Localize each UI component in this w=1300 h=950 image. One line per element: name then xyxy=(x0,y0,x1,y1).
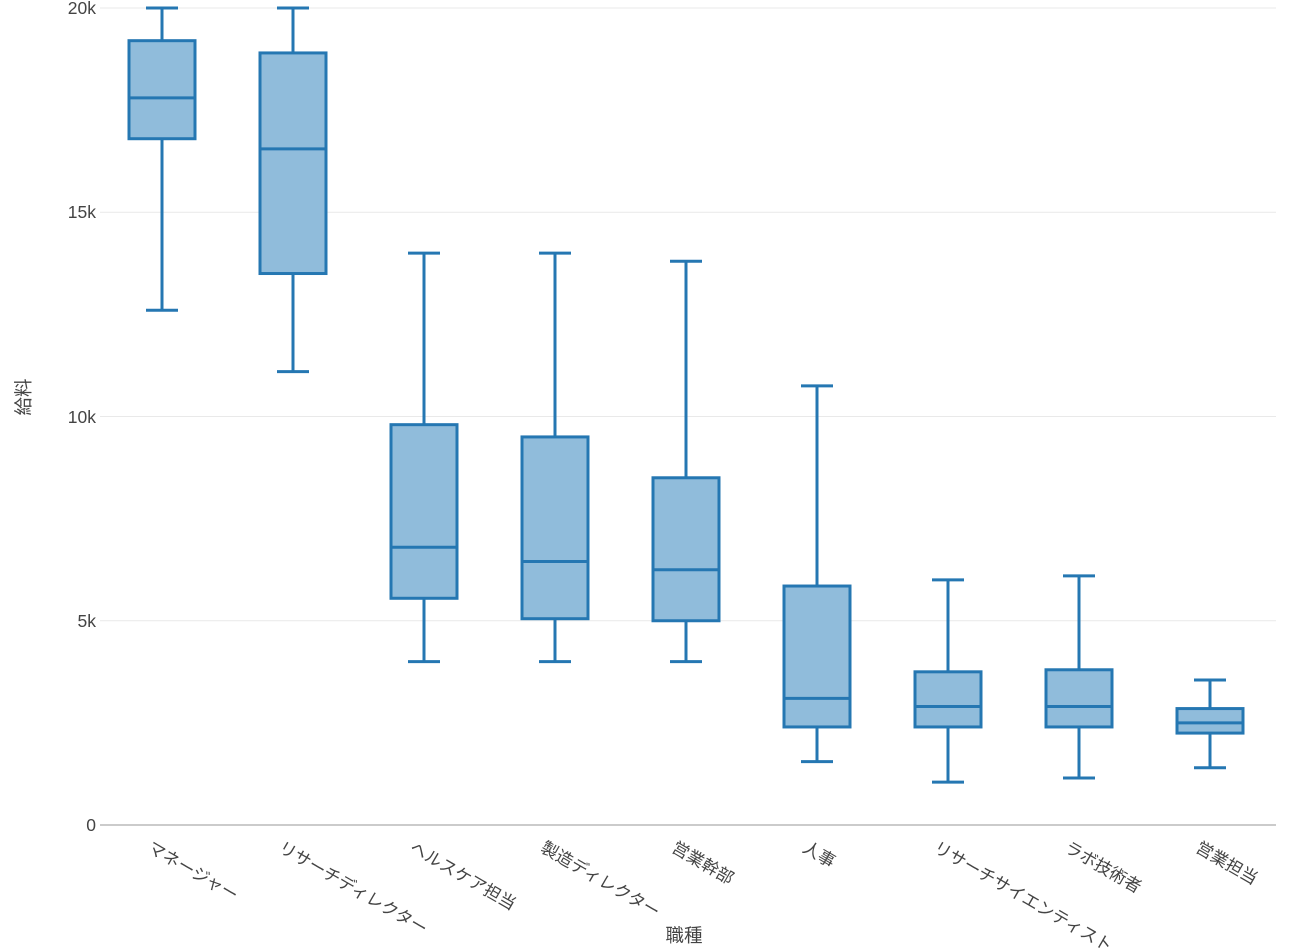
box-1[interactable] xyxy=(127,6,197,312)
box-6[interactable] xyxy=(782,384,852,764)
box-7[interactable] xyxy=(913,578,983,784)
box-8[interactable] xyxy=(1044,574,1114,780)
y-tick-label: 15k xyxy=(67,202,96,223)
y-tick-label: 0 xyxy=(86,815,96,835)
box-4[interactable] xyxy=(520,251,590,664)
box-3[interactable] xyxy=(389,251,459,664)
y-tick-label: 5k xyxy=(77,610,96,631)
box-2[interactable] xyxy=(258,6,328,374)
iqr-box[interactable] xyxy=(389,423,459,600)
iqr-box[interactable] xyxy=(520,435,590,621)
box-5[interactable] xyxy=(651,259,721,664)
y-tick-label: 20k xyxy=(67,0,96,18)
iqr-box[interactable] xyxy=(651,476,721,623)
iqr-box[interactable] xyxy=(258,51,328,276)
y-tick-label: 10k xyxy=(67,406,96,427)
iqr-box[interactable] xyxy=(913,670,983,729)
iqr-box[interactable] xyxy=(127,39,197,141)
box-9[interactable] xyxy=(1175,678,1245,770)
iqr-box[interactable] xyxy=(782,584,852,729)
iqr-box[interactable] xyxy=(1175,707,1245,735)
x-axis-title: 職種 xyxy=(665,925,703,946)
iqr-box[interactable] xyxy=(1044,668,1114,729)
